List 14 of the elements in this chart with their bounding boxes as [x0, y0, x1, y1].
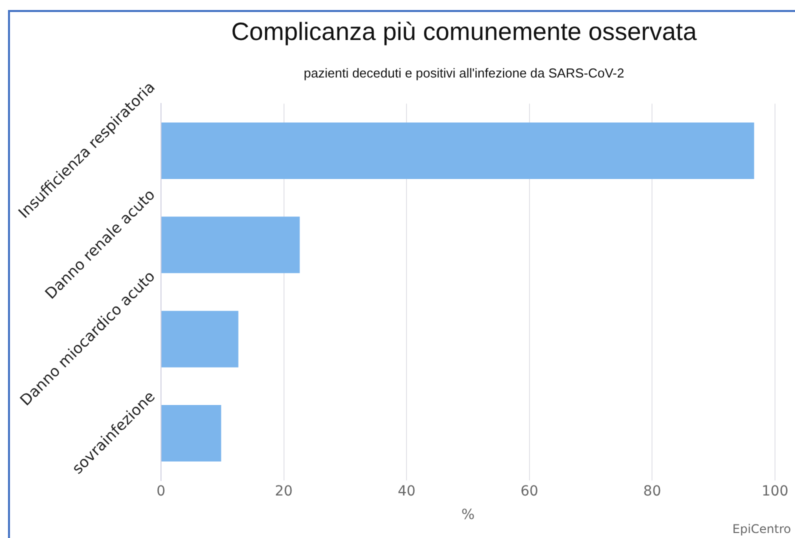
x-tick-label: 60	[520, 483, 538, 500]
x-axis-title: %	[461, 507, 475, 524]
bar	[161, 405, 222, 462]
chart-title: Complicanza più comunemente osservata	[231, 18, 697, 46]
bar	[161, 216, 300, 274]
chart-subtitle: pazienti deceduti e positivi all'infezione da SARS-CoV-2	[304, 65, 624, 80]
x-tick-label: 0	[156, 483, 166, 500]
text: EpiCentro	[732, 522, 791, 536]
x-tick-label: 40	[398, 483, 416, 500]
bar	[161, 122, 754, 179]
x-tick-label: 100	[762, 483, 788, 500]
bar	[161, 310, 238, 368]
x-tick-label: 80	[643, 483, 662, 500]
x-tick-label: 20	[274, 483, 293, 500]
